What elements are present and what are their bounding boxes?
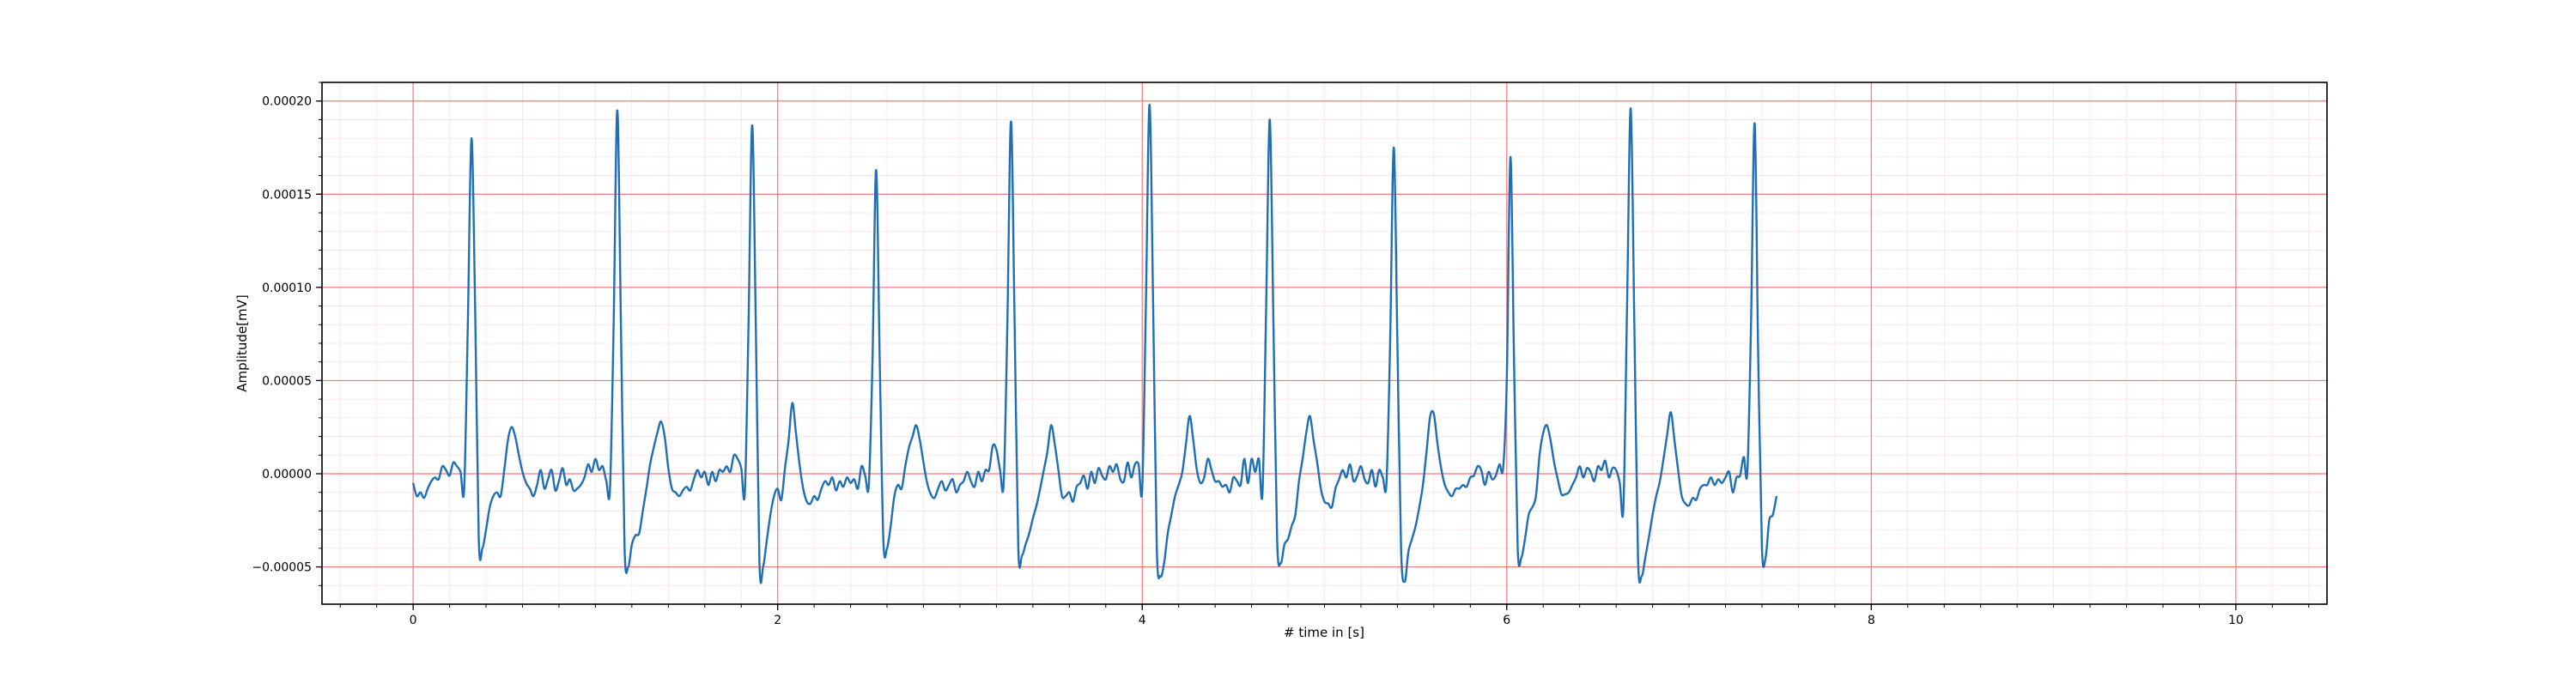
y-axis-label: Amplitude[mV] — [234, 294, 250, 391]
ecg-series-line — [411, 103, 1778, 584]
y-tick-label: 0.00020 — [262, 95, 312, 109]
x-axis-ticks: 0 2 4 6 8 10 — [339, 604, 2310, 627]
y-axis-ticks: −0.00005 0.00000 0.00005 0.00010 0.00015 0.00… — [252, 82, 322, 586]
y-tick-label: 0.00015 — [262, 188, 312, 202]
major-grid — [322, 82, 2327, 604]
x-tick-label: 6 — [1503, 614, 1510, 627]
x-tick-label: 8 — [1868, 614, 1875, 627]
y-tick-label: 0.00005 — [262, 374, 312, 388]
x-tick-label: 4 — [1139, 614, 1146, 627]
y-tick-label: 0.00000 — [262, 468, 312, 481]
y-tick-label: 0.00010 — [262, 281, 312, 295]
x-tick-label: 0 — [410, 614, 417, 627]
x-axis-label: # time in [s] — [1284, 625, 1364, 640]
x-tick-label: 10 — [2228, 614, 2244, 627]
y-tick-label: −0.00005 — [252, 561, 312, 575]
x-tick-label: 2 — [774, 614, 781, 627]
